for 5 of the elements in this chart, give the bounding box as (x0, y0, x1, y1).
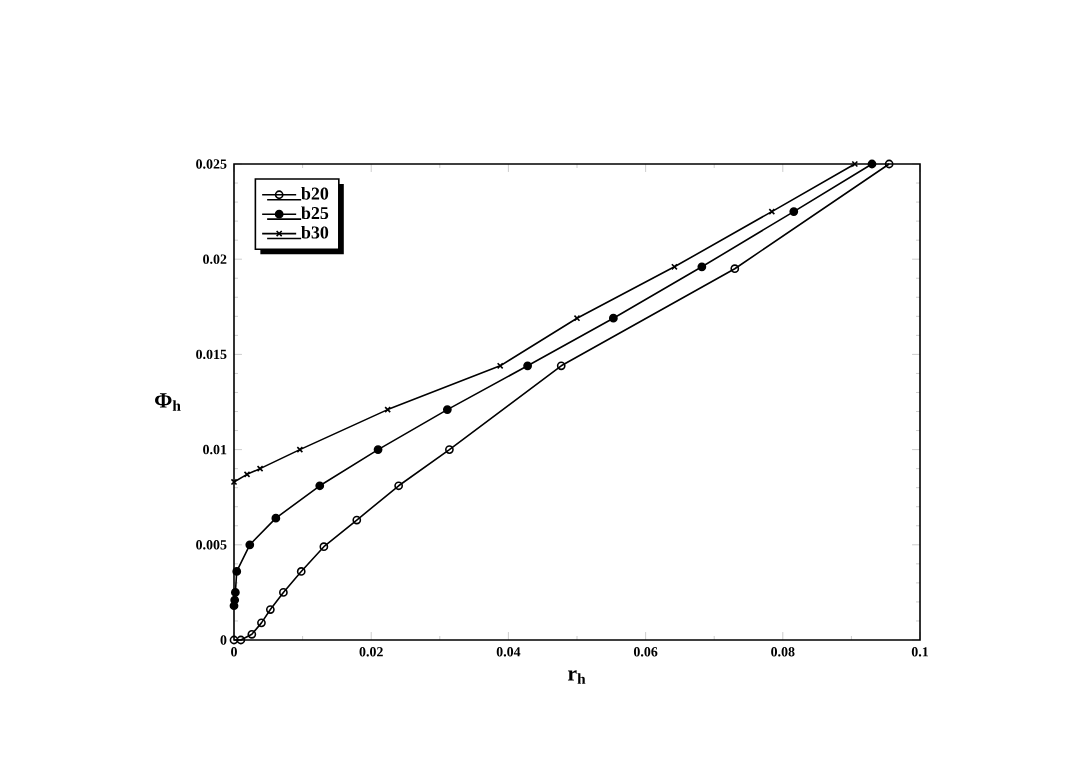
legend-label: b20 (301, 187, 329, 200)
x-axis-title: r$_{h}$ (567, 670, 586, 684)
legend-label: b30 (301, 225, 329, 239)
legend-label: b25 (301, 206, 329, 220)
y-axis-title: Φ$_{h}$ (155, 393, 181, 411)
